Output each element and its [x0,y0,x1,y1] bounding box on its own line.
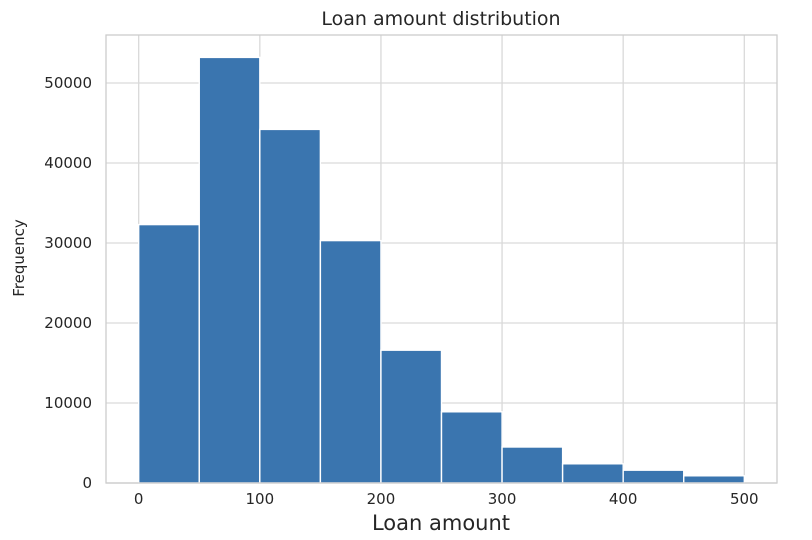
x-axis-label: Loan amount [372,511,510,535]
histogram-bar [319,239,382,484]
x-tick-label: 200 [367,490,396,508]
x-tick-label: 300 [488,490,517,508]
plot-frame [105,34,778,484]
x-tick-label: 500 [730,490,759,508]
histogram-bar [380,349,443,484]
histogram-bar [259,128,322,484]
histogram-bar [198,56,261,484]
histogram-bar [561,463,624,484]
x-tick-label: 100 [246,490,275,508]
y-tick-label: 10000 [44,394,92,412]
histogram-bar [138,223,200,484]
histogram-bar [622,469,685,484]
y-axis-label: Frequency [10,219,28,297]
y-tick-label: 50000 [44,74,92,92]
y-tick-label: 40000 [44,154,92,172]
histogram-bar [440,411,503,484]
histogram-bar [683,475,745,484]
y-tick-label: 0 [82,474,92,492]
x-tick-label: 0 [134,490,144,508]
chart-title: Loan amount distribution [321,8,560,30]
histogram-bar [501,446,564,484]
y-tick-label: 30000 [44,234,92,252]
ticks: 0 100 200 300 400 500 0 10000 20000 30000 40000 500… [44,74,758,508]
x-tick-label: 400 [609,490,638,508]
y-tick-label: 20000 [44,314,92,332]
bars [138,56,745,484]
